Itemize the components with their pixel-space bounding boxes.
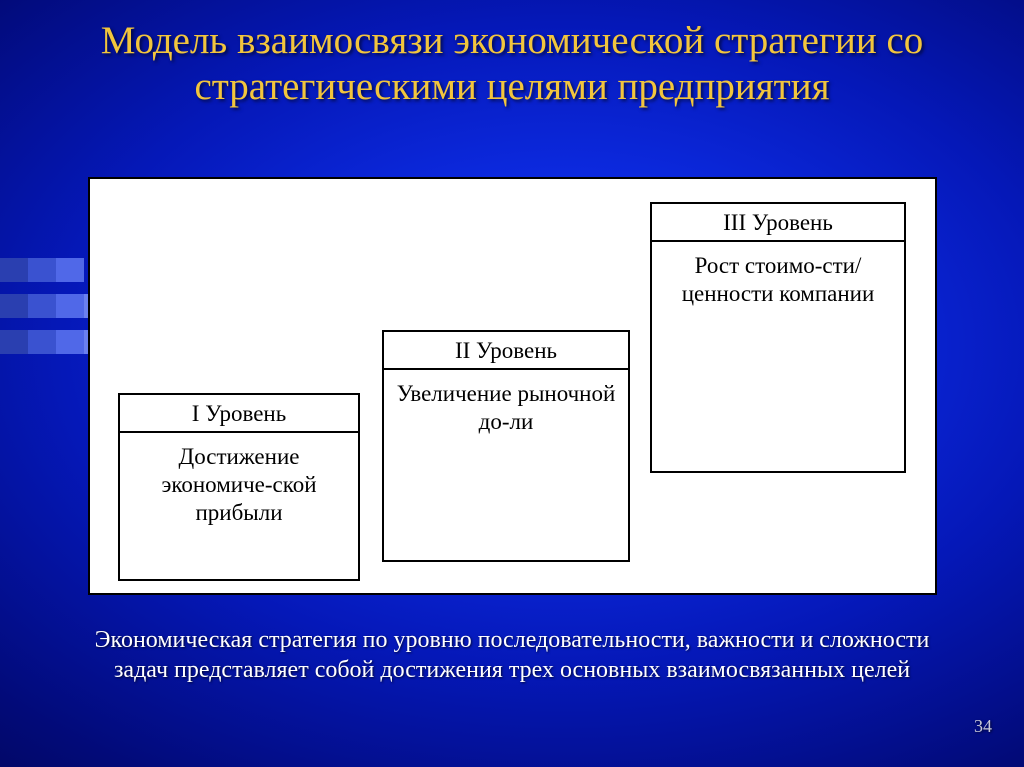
deco-square <box>0 330 28 354</box>
step-level-2: II УровеньУвеличение рыночной до-ли <box>382 330 630 562</box>
step-header: I Уровень <box>120 395 358 433</box>
step-body: Рост стоимо-сти/ценности компании <box>652 242 904 313</box>
deco-square <box>28 258 56 282</box>
step-level-1: I УровеньДостижение экономиче-ской прибы… <box>118 393 360 581</box>
page-number: 34 <box>974 716 992 737</box>
step-header: II Уровень <box>384 332 628 370</box>
deco-square <box>56 294 84 318</box>
deco-square <box>0 294 28 318</box>
deco-row <box>0 258 84 282</box>
deco-square <box>0 258 28 282</box>
slide-title: Модель взаимосвязи экономической стратег… <box>0 0 1024 110</box>
step-header: III Уровень <box>652 204 904 242</box>
deco-square <box>56 258 84 282</box>
deco-square <box>56 330 84 354</box>
step-body: Увеличение рыночной до-ли <box>384 370 628 441</box>
deco-square <box>28 330 56 354</box>
deco-square <box>28 294 56 318</box>
step-body: Достижение экономиче-ской прибыли <box>120 433 358 532</box>
slide-caption: Экономическая стратегия по уровню послед… <box>84 625 940 685</box>
step-level-3: III УровеньРост стоимо-сти/ценности комп… <box>650 202 906 473</box>
